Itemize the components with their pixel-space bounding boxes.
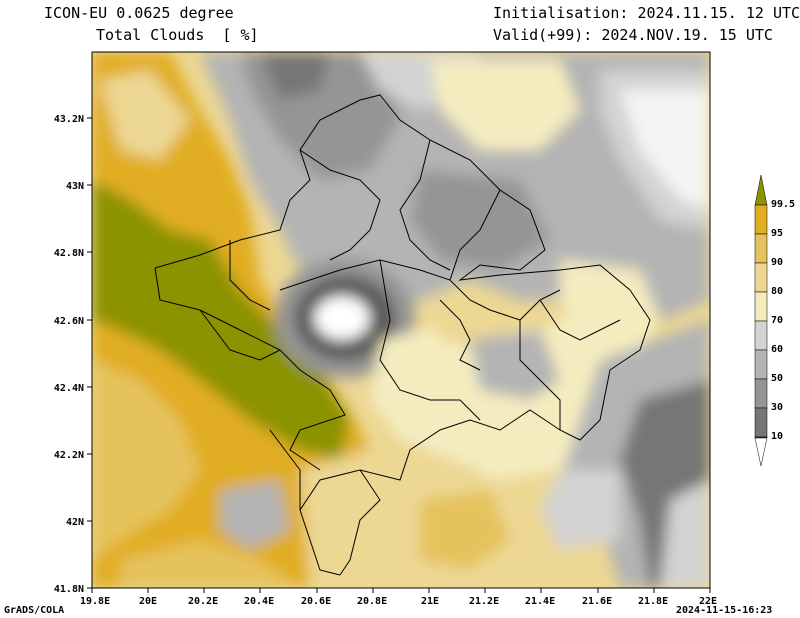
lon-label: 21.8E bbox=[638, 596, 668, 607]
legend-label: 99.5 bbox=[771, 199, 795, 210]
legend-label: 10 bbox=[771, 431, 783, 442]
lat-label: 43.2N bbox=[54, 114, 84, 125]
legend-swatch bbox=[754, 291, 768, 322]
color-legend bbox=[754, 174, 768, 467]
legend-swatch bbox=[754, 262, 768, 293]
legend-label: 80 bbox=[771, 286, 783, 297]
lon-axis: 19.8E 20E 20.2E 20.4E 20.6E 20.8E 21E 21… bbox=[80, 588, 717, 607]
legend-swatch bbox=[754, 204, 768, 235]
lon-label: 21.6E bbox=[582, 596, 612, 607]
lon-label: 21.4E bbox=[525, 596, 555, 607]
lon-label: 21.2E bbox=[469, 596, 499, 607]
cloud-field bbox=[92, 52, 710, 588]
lat-label: 42.4N bbox=[54, 383, 84, 394]
legend-swatch bbox=[754, 233, 768, 264]
footer-credit: GrADS/COLA bbox=[4, 605, 65, 616]
footer-timestamp: 2024-11-15-16:23 bbox=[676, 605, 773, 616]
legend-swatch-top bbox=[754, 174, 768, 206]
legend-labels: 99.5 95 90 80 70 60 50 30 10 bbox=[771, 199, 795, 442]
legend-label: 60 bbox=[771, 344, 783, 355]
lat-label: 42.6N bbox=[54, 316, 84, 327]
model-title: ICON-EU 0.0625 degree bbox=[44, 4, 234, 22]
lat-label: 41.8N bbox=[54, 584, 84, 595]
lon-label: 20.2E bbox=[188, 596, 218, 607]
lon-label: 20.8E bbox=[357, 596, 387, 607]
lon-label: 21E bbox=[421, 596, 439, 607]
lon-label: 22E bbox=[699, 596, 717, 607]
legend-swatch bbox=[754, 349, 768, 380]
lat-axis: 43.2N 43N 42.8N 42.6N 42.4N 42.2N 42N 41… bbox=[54, 114, 92, 595]
legend-label: 70 bbox=[771, 315, 783, 326]
borders bbox=[154, 94, 651, 576]
lat-label: 42.8N bbox=[54, 248, 84, 259]
lon-label: 20.6E bbox=[301, 596, 331, 607]
legend-swatch bbox=[754, 378, 768, 409]
legend-label: 90 bbox=[771, 257, 783, 268]
lon-label: 20.4E bbox=[244, 596, 274, 607]
legend-swatch bbox=[754, 320, 768, 351]
legend-label: 30 bbox=[771, 402, 783, 413]
lat-label: 43N bbox=[66, 181, 84, 192]
field-title: Total Clouds [ %] bbox=[96, 26, 259, 44]
init-time: Initialisation: 2024.11.15. 12 UTC bbox=[493, 4, 800, 22]
legend-swatch-bottom bbox=[754, 437, 768, 467]
valid-time: Valid(+99): 2024.NOV.19. 15 UTC bbox=[493, 26, 773, 44]
lat-label: 42N bbox=[66, 517, 84, 528]
legend-label: 95 bbox=[771, 228, 783, 239]
lon-label: 19.8E bbox=[80, 596, 110, 607]
legend-swatch bbox=[754, 407, 768, 438]
lon-label: 20E bbox=[139, 596, 157, 607]
lat-label: 42.2N bbox=[54, 450, 84, 461]
legend-label: 50 bbox=[771, 373, 783, 384]
